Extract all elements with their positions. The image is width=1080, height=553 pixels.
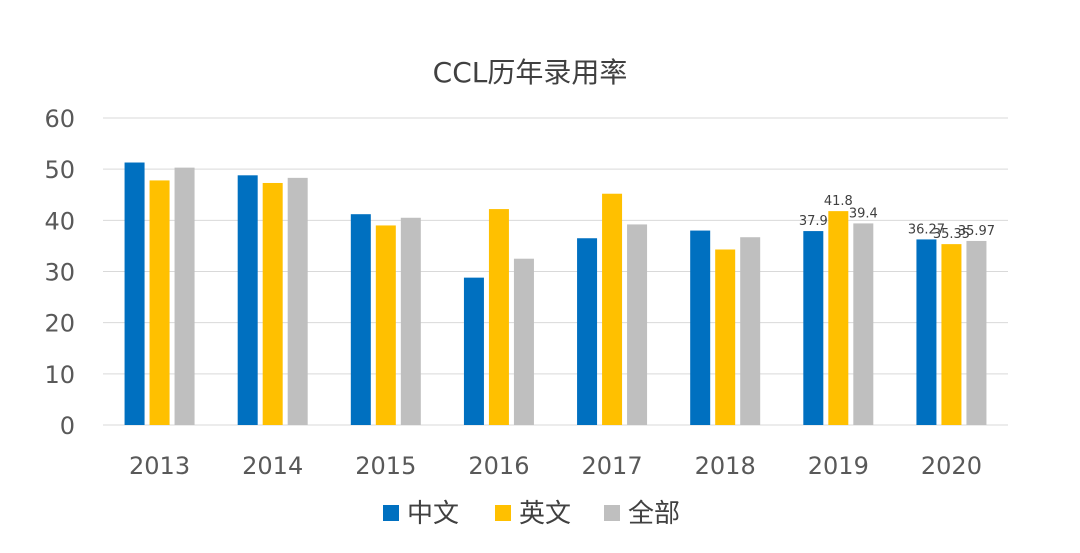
x-tick-label: 2020: [921, 452, 982, 480]
x-tick-label: 2014: [242, 452, 303, 480]
bar-2015-中文: [350, 214, 371, 425]
bar-2018-英文: [715, 249, 736, 425]
y-tick-label: 40: [44, 207, 75, 235]
bar-2014-全部: [287, 177, 308, 425]
bars: [124, 162, 987, 426]
x-tick-label: 2016: [468, 452, 529, 480]
legend: 中文 英文 全部: [383, 499, 680, 529]
bar-2020-英文: [941, 244, 962, 425]
chart-title: CCL历年录用率: [433, 56, 628, 89]
legend-swatch-英文: [495, 505, 511, 521]
bar-2016-英文: [488, 209, 509, 425]
bar-2018-中文: [690, 230, 711, 425]
y-tick-label: 10: [44, 361, 75, 389]
data-label-2019-英文: 41.8: [824, 194, 853, 209]
bar-2013-英文: [149, 180, 170, 425]
bar-2016-中文: [463, 277, 484, 425]
x-tick-label: 2019: [808, 452, 869, 480]
data-label-2020-中文: 36.27: [908, 222, 945, 237]
x-tick-label: 2013: [129, 452, 190, 480]
bar-2014-英文: [262, 182, 283, 425]
x-tick-label: 2018: [695, 452, 756, 480]
bar-2019-英文: [828, 211, 849, 425]
y-tick-label: 20: [44, 310, 75, 338]
bar-2013-中文: [124, 162, 145, 425]
data-label-2019-全部: 39.4: [849, 206, 878, 221]
legend-label-全部: 全部: [628, 499, 680, 529]
bar-2019-全部: [853, 223, 874, 425]
legend-label-英文: 英文: [519, 499, 571, 529]
bar-2019-中文: [803, 231, 824, 425]
bar-2020-全部: [966, 240, 987, 425]
legend-swatch-全部: [604, 505, 620, 521]
y-tick-label: 50: [44, 156, 75, 184]
x-axis-ticks: 2013 2014 2015 2016 2017 2018 2019 2020: [129, 452, 982, 480]
y-tick-label: 30: [44, 259, 75, 287]
x-tick-label: 2015: [355, 452, 416, 480]
data-label-2020-英文: 35.35: [933, 227, 970, 242]
bar-2018-全部: [740, 237, 761, 425]
bar-2016-全部: [513, 258, 534, 425]
bar-2017-全部: [627, 224, 648, 425]
bar-2015-英文: [375, 225, 396, 425]
bar-2013-全部: [174, 167, 195, 426]
y-tick-label: 60: [44, 105, 75, 133]
bar-2020-中文: [916, 239, 937, 425]
y-axis-ticks: 0 10 20 30 40 50 60: [44, 105, 75, 440]
bar-2015-全部: [400, 217, 421, 425]
legend-swatch-中文: [383, 505, 399, 521]
bar-2017-英文: [602, 193, 623, 425]
bar-2017-中文: [577, 238, 598, 425]
data-label-2019-中文: 37.9: [799, 214, 828, 229]
legend-label-中文: 中文: [407, 499, 459, 529]
y-tick-label: 0: [60, 412, 75, 440]
x-tick-label: 2017: [582, 452, 643, 480]
bar-2014-中文: [237, 175, 258, 425]
data-label-2020-全部: 35.97: [958, 224, 995, 239]
